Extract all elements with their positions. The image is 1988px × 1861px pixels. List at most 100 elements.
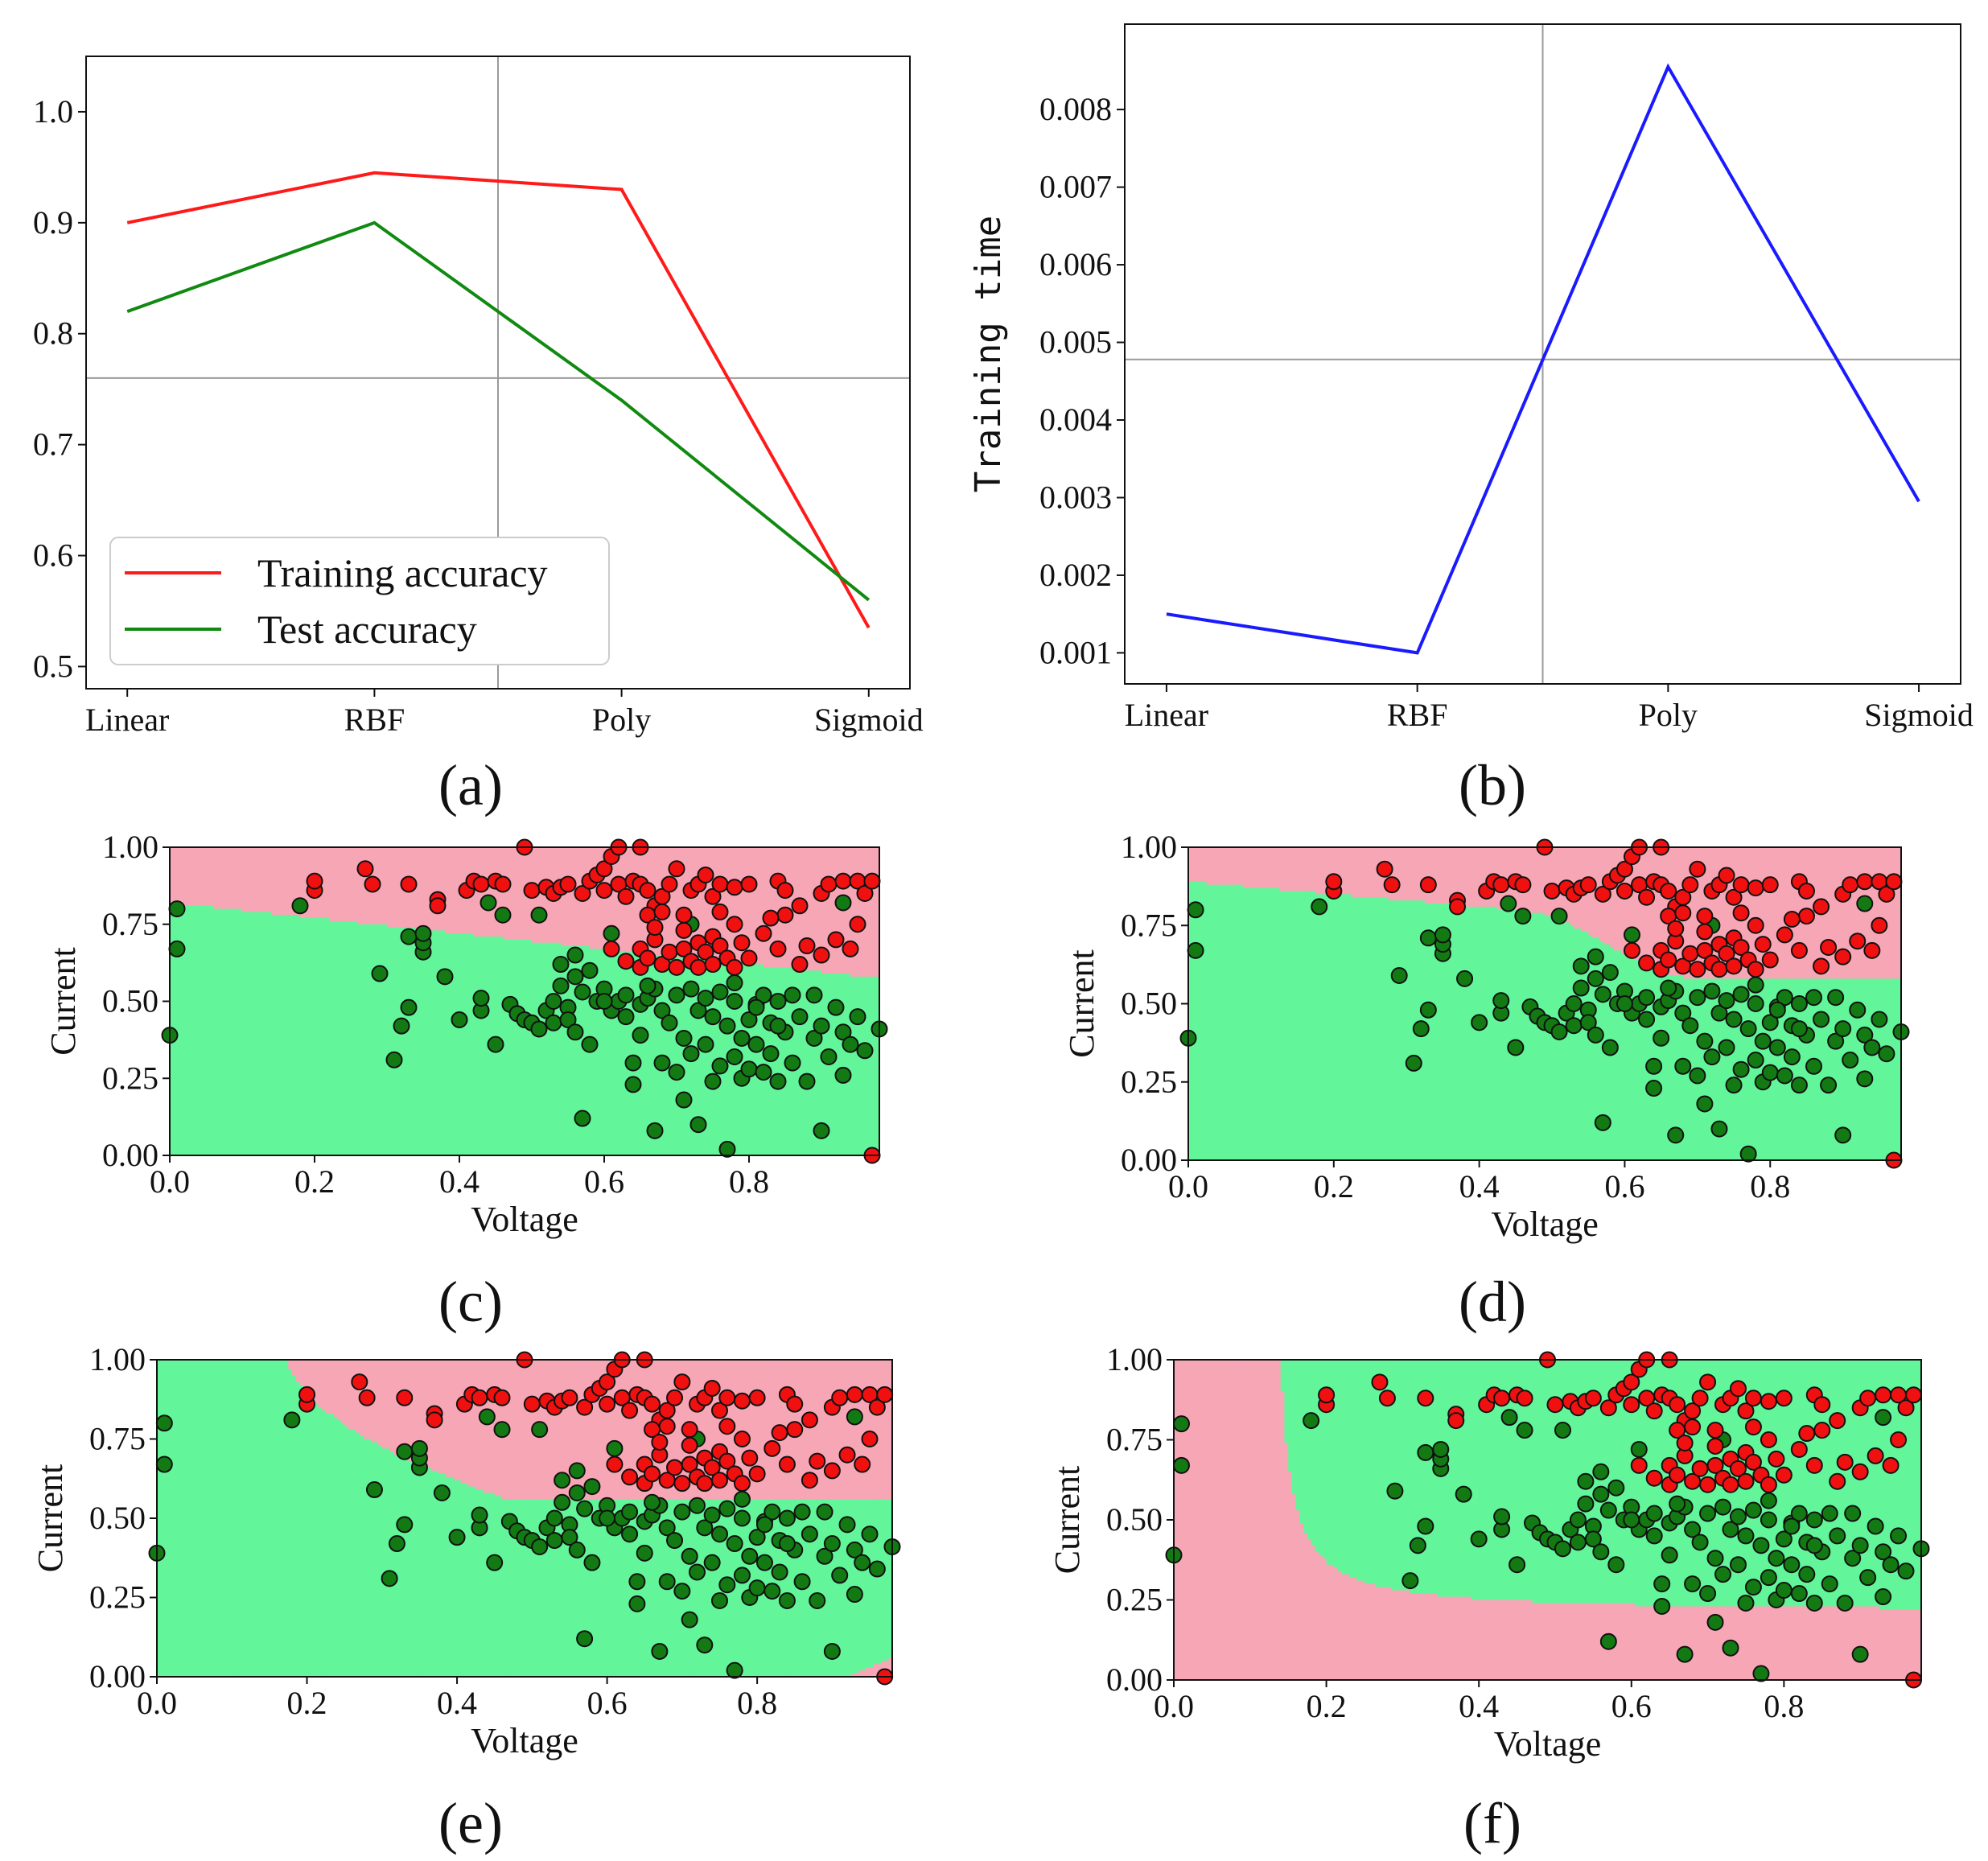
point-red <box>1579 876 1597 894</box>
region-green <box>274 915 279 1156</box>
point-red <box>1645 1402 1663 1420</box>
region-red <box>1868 847 1873 979</box>
region-green <box>846 974 851 1156</box>
point-green <box>764 1583 781 1600</box>
point-green <box>414 924 432 942</box>
point-green <box>1577 1472 1595 1490</box>
region-red <box>438 847 442 932</box>
region-green <box>1246 887 1251 1161</box>
region-red <box>1294 847 1299 892</box>
region-green <box>201 1360 207 1678</box>
region-green <box>1333 894 1338 1161</box>
point-red <box>1737 1472 1755 1490</box>
point-red <box>740 949 758 967</box>
point-green <box>1761 1064 1779 1081</box>
region-green <box>190 1360 196 1678</box>
region-green <box>1330 1360 1335 1566</box>
region-red <box>738 1360 743 1500</box>
point-green <box>396 1443 414 1460</box>
point-green <box>741 1547 759 1565</box>
region-green <box>566 1499 570 1678</box>
region-green <box>1294 891 1299 1161</box>
region-red <box>213 847 218 910</box>
region-green <box>521 1499 525 1678</box>
point-red <box>1863 941 1881 959</box>
region-red <box>810 847 815 971</box>
point-green <box>1569 1534 1587 1551</box>
region-red <box>1431 847 1436 904</box>
point-green <box>834 1023 852 1041</box>
region-red <box>286 847 290 916</box>
region-red <box>471 1360 476 1488</box>
region-green <box>1883 1360 1887 1611</box>
region-red <box>868 847 873 978</box>
region-red <box>1770 847 1775 979</box>
region-green <box>273 1360 278 1678</box>
point-green <box>1579 1014 1597 1031</box>
point-red <box>576 1398 594 1416</box>
region-green <box>459 933 464 1156</box>
point-green <box>854 1554 871 1571</box>
series-line-1 <box>1166 63 1920 655</box>
region-red <box>1392 847 1397 901</box>
point-red <box>876 1385 894 1403</box>
point-green <box>1592 1463 1610 1480</box>
region-green <box>1326 894 1331 1161</box>
region-red <box>1661 1606 1667 1681</box>
point-red <box>298 1385 316 1403</box>
panel-f: 0.000.250.500.751.000.0 0.2 0.4 0.6 0.8Volta… <box>1048 1341 1930 1855</box>
point-green <box>1417 1517 1434 1535</box>
region-green <box>1788 1360 1792 1608</box>
region-red <box>1841 1606 1846 1681</box>
point-red <box>1630 1456 1648 1474</box>
point-red <box>1699 1476 1717 1493</box>
region-green <box>1532 1360 1537 1604</box>
region-red <box>253 847 257 913</box>
region-red <box>408 1360 413 1462</box>
region-red <box>691 847 696 959</box>
point-red <box>778 1455 796 1473</box>
legend-label-1: Training accuracy <box>257 550 548 595</box>
region-red <box>1854 847 1858 979</box>
region-green <box>438 930 442 1156</box>
region-red <box>858 1670 863 1678</box>
region-red <box>446 1360 451 1478</box>
point-red <box>831 1389 849 1406</box>
region-red <box>1631 1603 1636 1681</box>
region-green <box>238 908 243 1156</box>
region-green <box>1802 978 1808 1161</box>
region-red <box>1435 847 1440 904</box>
point-green <box>1875 1409 1892 1427</box>
region-red <box>449 1360 454 1478</box>
region-green <box>376 924 381 1156</box>
point-green <box>1856 1026 1874 1044</box>
y-tick-label: 0.003 <box>1039 479 1112 515</box>
region-red <box>1249 847 1254 889</box>
region-green <box>1577 928 1582 1161</box>
region-green <box>778 967 783 1156</box>
point-green <box>1653 1029 1670 1047</box>
region-red <box>430 847 435 932</box>
x-tick-label: 0.8 <box>729 1163 769 1200</box>
point-red <box>1761 876 1779 894</box>
region-green <box>494 1496 499 1678</box>
region-red <box>1718 847 1724 979</box>
region-red <box>753 1360 758 1500</box>
region-red <box>1654 1606 1659 1681</box>
point-green <box>769 1017 787 1035</box>
point-red <box>718 1389 736 1406</box>
region-green <box>715 1499 721 1678</box>
region-red <box>1715 847 1720 979</box>
region-red <box>344 1360 349 1427</box>
region-red <box>749 847 754 965</box>
point-green <box>1821 1505 1838 1522</box>
region-red <box>1414 847 1418 901</box>
region-green <box>228 1360 233 1678</box>
region-red <box>1917 1609 1922 1681</box>
x-tick-label: 0.0 <box>1168 1168 1208 1204</box>
region-red <box>525 1360 529 1500</box>
region-green <box>278 915 283 1156</box>
region-green <box>1224 884 1229 1161</box>
point-green <box>433 1484 451 1501</box>
region-green <box>1414 1360 1418 1595</box>
